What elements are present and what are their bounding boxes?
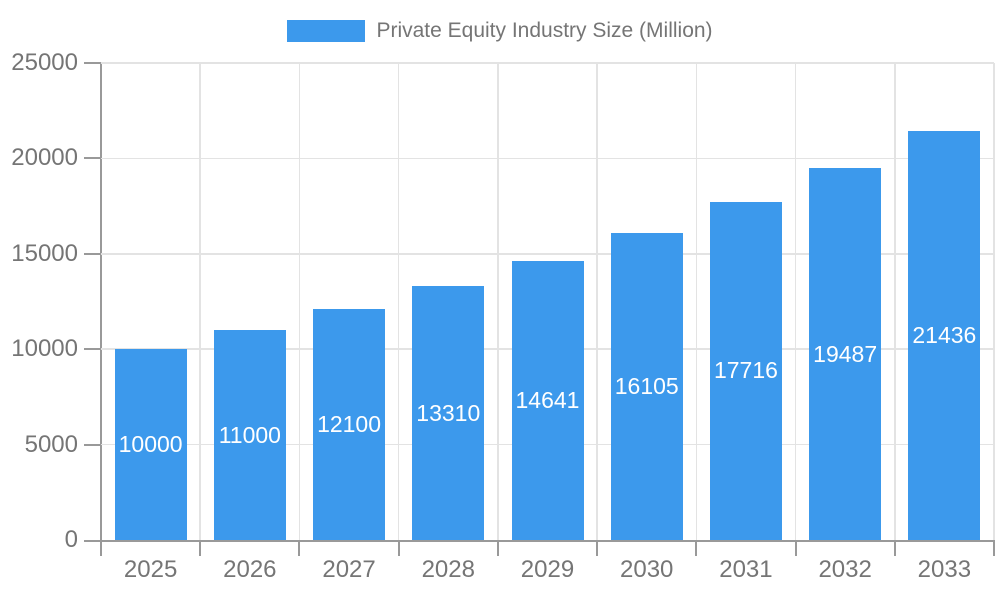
bar-value-label: 13310 [416, 399, 481, 426]
y-axis-tick [84, 252, 101, 255]
v-gridline [794, 63, 797, 540]
plot-area: 10000 11000 12100 13310 14641 16105 17716 19487… [101, 62, 995, 540]
x-axis-tick [596, 540, 599, 556]
v-gridline [199, 63, 201, 540]
y-axis-tick [84, 348, 101, 351]
h-gridline [101, 157, 994, 160]
bar-value-label: 17716 [713, 357, 778, 384]
y-axis-tick [84, 157, 101, 160]
bar-2025[interactable]: 10000 [114, 349, 187, 540]
x-axis-tick [298, 540, 301, 556]
v-gridline [894, 63, 896, 540]
bar-2026[interactable]: 11000 [213, 330, 286, 540]
x-axis-tick-label: 2027 [322, 556, 376, 583]
v-gridline [298, 63, 301, 540]
y-axis-tick [84, 62, 101, 64]
x-axis-tick-label: 2030 [620, 556, 674, 583]
y-axis-tick-label: 15000 [11, 239, 78, 267]
x-axis-tick [199, 540, 202, 556]
y-axis-line [100, 63, 102, 556]
x-axis-tick-label: 2028 [421, 556, 475, 583]
h-gridline [101, 62, 994, 64]
x-axis-tick-label: 2025 [123, 556, 178, 583]
x-axis-tick [496, 540, 499, 556]
bar-2032[interactable]: 19487 [809, 168, 882, 540]
y-axis-tick-label: 0 [64, 526, 78, 553]
v-gridline [397, 63, 400, 540]
bar-value-label: 16105 [614, 372, 679, 399]
bar-value-label: 12100 [317, 411, 382, 438]
x-axis-tick-label: 2032 [818, 556, 872, 583]
bar-2029[interactable]: 14641 [511, 260, 584, 540]
bar-2028[interactable]: 13310 [412, 286, 485, 540]
bar-value-label: 19487 [813, 340, 878, 367]
x-axis-line [84, 540, 994, 542]
x-axis-tick [100, 540, 102, 556]
v-gridline [993, 63, 995, 540]
bar-value-label: 10000 [118, 431, 183, 458]
bar-2033[interactable]: 21436 [908, 131, 981, 540]
y-axis-tick-label: 20000 [11, 144, 78, 172]
x-axis-tick-label: 2029 [520, 556, 575, 583]
x-axis-tick [794, 540, 797, 556]
y-axis-tick-label: 25000 [11, 49, 78, 76]
bar-2027[interactable]: 12100 [313, 309, 386, 540]
x-axis-tick [397, 540, 400, 556]
x-axis-tick [993, 540, 995, 556]
y-axis-tick-label: 10000 [11, 335, 78, 363]
legend[interactable]: Private Equity Industry Size (Million) [0, 16, 1000, 46]
legend-swatch-icon [287, 20, 366, 42]
x-axis-tick-label: 2026 [223, 556, 277, 583]
bar-2031[interactable]: 17716 [709, 201, 782, 540]
x-axis-tick [893, 540, 896, 556]
v-gridline [695, 63, 698, 540]
h-gridline [101, 253, 994, 255]
x-axis-tick-label: 2033 [917, 556, 972, 583]
x-axis-tick-label: 2031 [719, 556, 773, 583]
legend-label: Private Equity Industry Size (Million) [376, 19, 713, 42]
bar-value-label: 14641 [515, 386, 580, 413]
x-axis-tick [695, 540, 698, 556]
bar-2030[interactable]: 16105 [610, 232, 683, 540]
bar-value-label: 21436 [912, 321, 977, 348]
v-gridline [497, 63, 499, 540]
y-axis-tick [84, 443, 101, 446]
bar-value-label: 11000 [218, 421, 281, 448]
v-gridline [596, 63, 598, 540]
y-axis-tick-label: 5000 [24, 430, 78, 458]
